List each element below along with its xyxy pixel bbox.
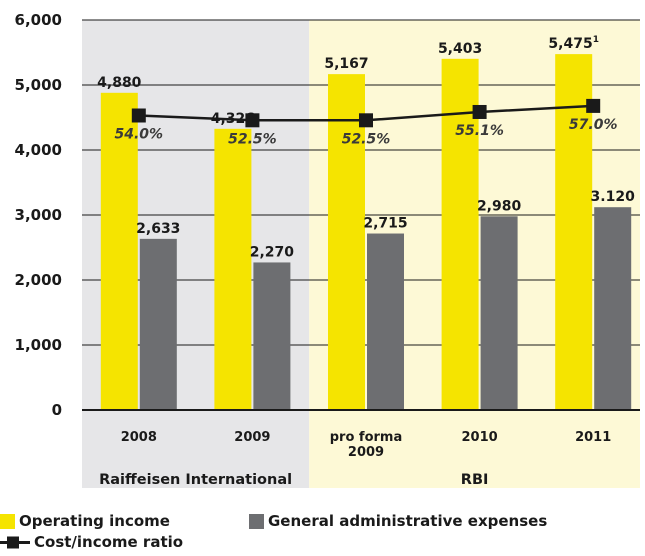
data-label-operating-income-pro-forma-2009: 5,167 bbox=[324, 56, 368, 72]
legend-item-operating-income: Operating income bbox=[0, 512, 170, 530]
bar-general-administrative-expenses-2009 bbox=[253, 262, 290, 410]
y-tick-label: 4,000 bbox=[15, 141, 62, 159]
ratio-label-2009: 52.5% bbox=[228, 131, 277, 147]
legend-item-general-administrative-expenses: General administrative expenses bbox=[249, 512, 547, 530]
ratio-marker-2011 bbox=[586, 99, 600, 113]
bar-operating-income-2009 bbox=[214, 129, 251, 410]
y-tick-label: 3,000 bbox=[15, 206, 62, 224]
y-tick-label: 0 bbox=[52, 401, 62, 419]
x-tick-label: 2010 bbox=[462, 430, 498, 445]
data-label-operating-income-2011: 5,4751 bbox=[548, 35, 599, 52]
bar-general-administrative-expenses-2008 bbox=[140, 239, 177, 410]
data-label-general-administrative-expenses-pro-forma-2009: 2,715 bbox=[363, 216, 407, 232]
data-label-operating-income-2010: 5,403 bbox=[438, 41, 482, 57]
data-label-operating-income-2008: 4,880 bbox=[97, 75, 142, 91]
bar-general-administrative-expenses-2010 bbox=[481, 216, 518, 410]
bar-general-administrative-expenses-pro-forma-2009 bbox=[367, 234, 404, 410]
data-label-general-administrative-expenses-2008: 2,633 bbox=[136, 221, 180, 237]
ratio-label-2008: 54.0% bbox=[115, 127, 164, 143]
legend-swatch-operating-income bbox=[0, 514, 15, 529]
ratio-label-2011: 57.0% bbox=[569, 117, 618, 133]
ratio-marker-2010 bbox=[473, 105, 487, 119]
y-tick-label: 1,000 bbox=[15, 336, 62, 354]
group-label-raiffeisen-international: Raiffeisen International bbox=[99, 472, 292, 488]
group-label-rbi: RBI bbox=[461, 472, 489, 488]
data-label-general-administrative-expenses-2009: 2,270 bbox=[250, 244, 295, 260]
x-tick-label: 2008 bbox=[121, 430, 157, 445]
data-label-general-administrative-expenses-2010: 2,980 bbox=[477, 198, 522, 214]
ratio-label-2010: 55.1% bbox=[455, 123, 504, 139]
data-label-operating-income-2009: 4,326 bbox=[211, 111, 255, 127]
legend-label-operating-income: Operating income bbox=[19, 512, 170, 530]
y-tick-label: 5,000 bbox=[15, 76, 62, 94]
y-tick-label: 6,000 bbox=[15, 11, 62, 29]
footnote-marker: 1 bbox=[593, 35, 599, 45]
x-tick-label: 2009 bbox=[234, 430, 270, 445]
legend-label-general-administrative-expenses: General administrative expenses bbox=[268, 512, 547, 530]
legend-item-cost-income-ratio: Cost/income ratio bbox=[0, 533, 183, 551]
data-label-general-administrative-expenses-2011: 3.120 bbox=[591, 189, 636, 205]
legend-label-cost-income-ratio: Cost/income ratio bbox=[34, 533, 183, 551]
ratio-marker-pro-forma-2009 bbox=[359, 113, 373, 127]
ratio-label-pro-forma-2009: 52.5% bbox=[342, 131, 391, 147]
legend-swatch-general-administrative-expenses bbox=[249, 514, 264, 529]
x-tick-label: 2011 bbox=[575, 430, 611, 445]
legend-line-marker-icon bbox=[0, 535, 30, 550]
x-tick-label: pro forma bbox=[330, 430, 403, 445]
ratio-marker-2008 bbox=[132, 109, 146, 123]
x-tick-label: 2009 bbox=[348, 445, 384, 460]
y-tick-label: 2,000 bbox=[15, 271, 62, 289]
bar-general-administrative-expenses-2011 bbox=[594, 207, 631, 410]
